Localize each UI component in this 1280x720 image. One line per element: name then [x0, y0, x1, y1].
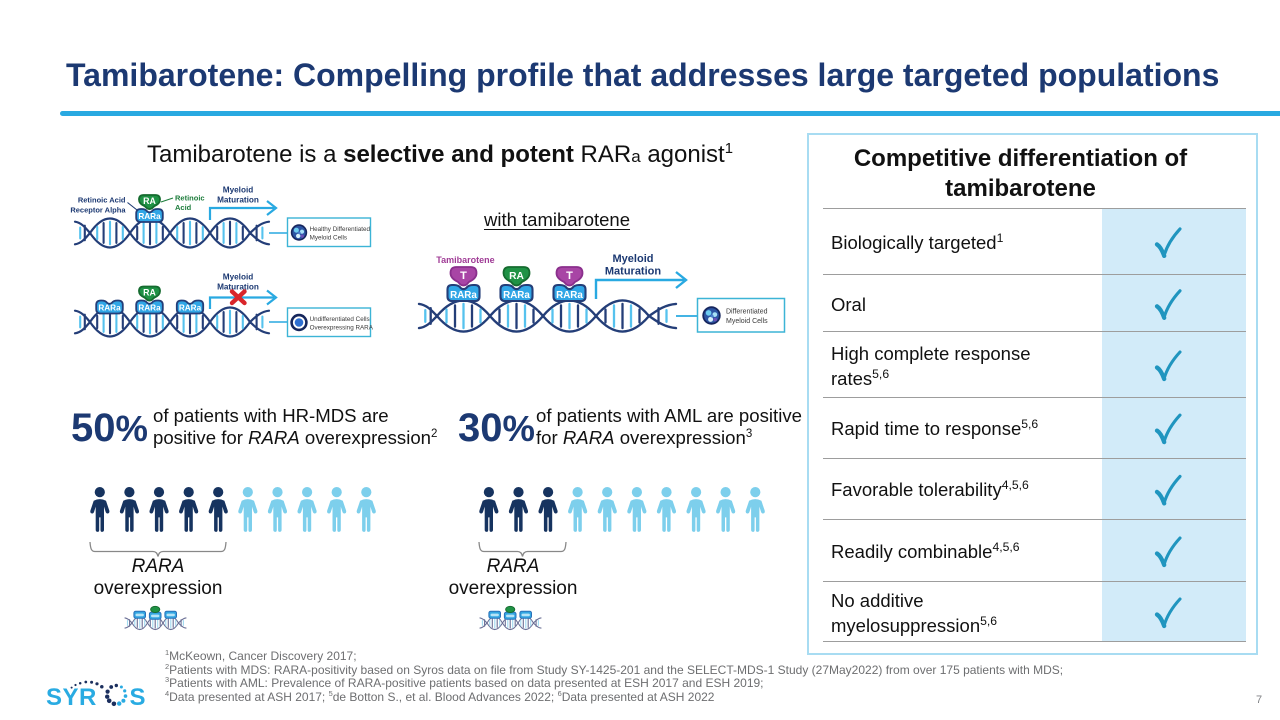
svg-text:Myeloid: Myeloid — [613, 253, 654, 265]
svg-text:Receptor Alpha: Receptor Alpha — [70, 206, 126, 215]
svg-text:Maturation: Maturation — [605, 266, 662, 278]
svg-text:RA: RA — [143, 287, 156, 297]
svg-text:T: T — [566, 270, 573, 282]
svg-text:T: T — [460, 270, 467, 282]
svg-text:Myeloid: Myeloid — [223, 186, 253, 195]
svg-text:RARa: RARa — [138, 304, 161, 313]
svg-text:Undifferentiated Cells: Undifferentiated Cells — [310, 316, 370, 323]
svg-text:RA: RA — [509, 271, 524, 282]
svg-text:Acid: Acid — [175, 203, 192, 212]
svg-text:RARa: RARa — [138, 212, 161, 221]
svg-text:RARa: RARa — [98, 304, 121, 313]
svg-text:Myeloid Cells: Myeloid Cells — [726, 318, 768, 325]
svg-text:Maturation: Maturation — [217, 283, 259, 292]
svg-text:RA: RA — [143, 196, 156, 206]
svg-text:Healthy Differentiated: Healthy Differentiated — [310, 226, 371, 233]
svg-text:Overexpressing RARA: Overexpressing RARA — [310, 325, 374, 332]
svg-text:S: S — [130, 684, 146, 711]
svg-text:Tamibarotene: Tamibarotene — [436, 255, 494, 265]
svg-text:Myeloid Cells: Myeloid Cells — [310, 235, 347, 242]
svg-text:RARa: RARa — [556, 290, 583, 301]
svg-text:RARa: RARa — [450, 290, 477, 301]
svg-text:Differentiated: Differentiated — [726, 309, 768, 316]
svg-text:Maturation: Maturation — [217, 196, 259, 205]
svg-text:RARa: RARa — [503, 290, 530, 301]
svg-text:Retinoic Acid: Retinoic Acid — [78, 196, 126, 205]
svg-text:Retinoic: Retinoic — [175, 194, 205, 203]
svg-text:RARa: RARa — [179, 304, 202, 313]
svg-text:Myeloid: Myeloid — [223, 273, 253, 282]
